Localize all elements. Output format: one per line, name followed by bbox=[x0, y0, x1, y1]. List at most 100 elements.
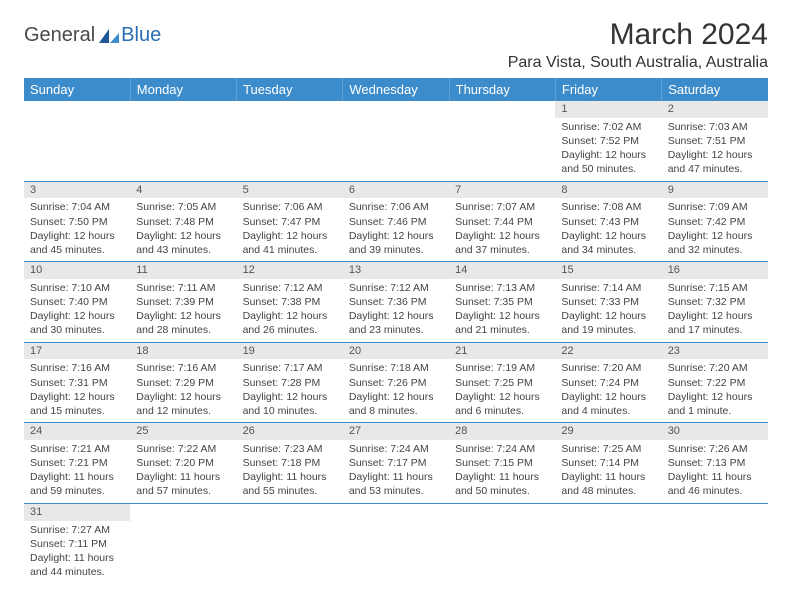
sunrise-text: Sunrise: 7:13 AM bbox=[455, 281, 549, 295]
sunset-text: Sunset: 7:24 PM bbox=[561, 376, 655, 390]
day-detail-cell bbox=[130, 521, 236, 584]
day-detail-cell bbox=[24, 118, 130, 181]
sunrise-text: Sunrise: 7:06 AM bbox=[349, 200, 443, 214]
daylight-text: Daylight: 11 hours and 55 minutes. bbox=[243, 470, 337, 498]
day-detail-row: Sunrise: 7:04 AMSunset: 7:50 PMDaylight:… bbox=[24, 198, 768, 261]
day-detail-cell: Sunrise: 7:12 AMSunset: 7:36 PMDaylight:… bbox=[343, 279, 449, 342]
daylight-text: Daylight: 12 hours and 28 minutes. bbox=[136, 309, 230, 337]
daylight-text: Daylight: 12 hours and 39 minutes. bbox=[349, 229, 443, 257]
logo-text-blue: Blue bbox=[121, 24, 161, 47]
sunset-text: Sunset: 7:33 PM bbox=[561, 295, 655, 309]
daylight-text: Daylight: 12 hours and 12 minutes. bbox=[136, 390, 230, 418]
day-number-cell: 11 bbox=[130, 262, 236, 279]
sunset-text: Sunset: 7:44 PM bbox=[455, 215, 549, 229]
sunrise-text: Sunrise: 7:12 AM bbox=[243, 281, 337, 295]
day-detail-cell: Sunrise: 7:09 AMSunset: 7:42 PMDaylight:… bbox=[662, 198, 768, 261]
day-number-cell bbox=[130, 503, 236, 520]
day-detail-cell: Sunrise: 7:06 AMSunset: 7:46 PMDaylight:… bbox=[343, 198, 449, 261]
day-detail-cell bbox=[343, 521, 449, 584]
calendar-table: Sunday Monday Tuesday Wednesday Thursday… bbox=[24, 78, 768, 583]
day-number-cell: 6 bbox=[343, 181, 449, 198]
weekday-header: Thursday bbox=[449, 78, 555, 101]
day-number-cell bbox=[24, 101, 130, 118]
sail-icon bbox=[97, 27, 121, 45]
day-number-cell bbox=[343, 503, 449, 520]
sunset-text: Sunset: 7:38 PM bbox=[243, 295, 337, 309]
day-number-cell bbox=[237, 503, 343, 520]
day-detail-row: Sunrise: 7:10 AMSunset: 7:40 PMDaylight:… bbox=[24, 279, 768, 342]
sunset-text: Sunset: 7:36 PM bbox=[349, 295, 443, 309]
sunset-text: Sunset: 7:22 PM bbox=[668, 376, 762, 390]
day-detail-cell: Sunrise: 7:06 AMSunset: 7:47 PMDaylight:… bbox=[237, 198, 343, 261]
sunset-text: Sunset: 7:28 PM bbox=[243, 376, 337, 390]
day-number-row: 3456789 bbox=[24, 181, 768, 198]
day-detail-row: Sunrise: 7:02 AMSunset: 7:52 PMDaylight:… bbox=[24, 118, 768, 181]
day-detail-cell: Sunrise: 7:14 AMSunset: 7:33 PMDaylight:… bbox=[555, 279, 661, 342]
day-detail-cell: Sunrise: 7:04 AMSunset: 7:50 PMDaylight:… bbox=[24, 198, 130, 261]
day-detail-cell: Sunrise: 7:17 AMSunset: 7:28 PMDaylight:… bbox=[237, 359, 343, 422]
weekday-header: Tuesday bbox=[237, 78, 343, 101]
sunset-text: Sunset: 7:43 PM bbox=[561, 215, 655, 229]
daylight-text: Daylight: 12 hours and 4 minutes. bbox=[561, 390, 655, 418]
day-number-cell: 16 bbox=[662, 262, 768, 279]
sunrise-text: Sunrise: 7:20 AM bbox=[668, 361, 762, 375]
day-number-cell: 10 bbox=[24, 262, 130, 279]
day-detail-cell: Sunrise: 7:07 AMSunset: 7:44 PMDaylight:… bbox=[449, 198, 555, 261]
day-number-cell: 31 bbox=[24, 503, 130, 520]
sunset-text: Sunset: 7:17 PM bbox=[349, 456, 443, 470]
sunrise-text: Sunrise: 7:15 AM bbox=[668, 281, 762, 295]
day-detail-row: Sunrise: 7:21 AMSunset: 7:21 PMDaylight:… bbox=[24, 440, 768, 503]
day-detail-cell: Sunrise: 7:13 AMSunset: 7:35 PMDaylight:… bbox=[449, 279, 555, 342]
calendar-body: 12Sunrise: 7:02 AMSunset: 7:52 PMDayligh… bbox=[24, 101, 768, 583]
sunrise-text: Sunrise: 7:24 AM bbox=[455, 442, 549, 456]
day-detail-cell: Sunrise: 7:26 AMSunset: 7:13 PMDaylight:… bbox=[662, 440, 768, 503]
daylight-text: Daylight: 12 hours and 15 minutes. bbox=[30, 390, 124, 418]
weekday-header: Monday bbox=[130, 78, 236, 101]
day-detail-cell: Sunrise: 7:19 AMSunset: 7:25 PMDaylight:… bbox=[449, 359, 555, 422]
sunset-text: Sunset: 7:29 PM bbox=[136, 376, 230, 390]
day-number-cell: 8 bbox=[555, 181, 661, 198]
day-number-cell: 24 bbox=[24, 423, 130, 440]
daylight-text: Daylight: 11 hours and 50 minutes. bbox=[455, 470, 549, 498]
day-detail-cell: Sunrise: 7:23 AMSunset: 7:18 PMDaylight:… bbox=[237, 440, 343, 503]
weekday-header: Sunday bbox=[24, 78, 130, 101]
sunset-text: Sunset: 7:11 PM bbox=[30, 537, 124, 551]
sunrise-text: Sunrise: 7:12 AM bbox=[349, 281, 443, 295]
sunrise-text: Sunrise: 7:25 AM bbox=[561, 442, 655, 456]
sunrise-text: Sunrise: 7:24 AM bbox=[349, 442, 443, 456]
sunset-text: Sunset: 7:14 PM bbox=[561, 456, 655, 470]
page-header: General Blue March 2024 Para Vista, Sout… bbox=[24, 18, 768, 72]
sunrise-text: Sunrise: 7:02 AM bbox=[561, 120, 655, 134]
sunrise-text: Sunrise: 7:09 AM bbox=[668, 200, 762, 214]
day-number-cell: 23 bbox=[662, 342, 768, 359]
sunrise-text: Sunrise: 7:08 AM bbox=[561, 200, 655, 214]
title-block: March 2024 Para Vista, South Australia, … bbox=[508, 18, 768, 72]
daylight-text: Daylight: 12 hours and 45 minutes. bbox=[30, 229, 124, 257]
day-number-cell: 13 bbox=[343, 262, 449, 279]
day-number-cell: 28 bbox=[449, 423, 555, 440]
day-number-row: 17181920212223 bbox=[24, 342, 768, 359]
sunset-text: Sunset: 7:39 PM bbox=[136, 295, 230, 309]
day-number-cell: 15 bbox=[555, 262, 661, 279]
sunset-text: Sunset: 7:42 PM bbox=[668, 215, 762, 229]
daylight-text: Daylight: 12 hours and 23 minutes. bbox=[349, 309, 443, 337]
day-detail-cell bbox=[237, 118, 343, 181]
sunrise-text: Sunrise: 7:07 AM bbox=[455, 200, 549, 214]
sunrise-text: Sunrise: 7:16 AM bbox=[136, 361, 230, 375]
daylight-text: Daylight: 12 hours and 37 minutes. bbox=[455, 229, 549, 257]
daylight-text: Daylight: 11 hours and 59 minutes. bbox=[30, 470, 124, 498]
daylight-text: Daylight: 12 hours and 1 minute. bbox=[668, 390, 762, 418]
day-number-row: 24252627282930 bbox=[24, 423, 768, 440]
daylight-text: Daylight: 12 hours and 21 minutes. bbox=[455, 309, 549, 337]
sunrise-text: Sunrise: 7:16 AM bbox=[30, 361, 124, 375]
sunrise-text: Sunrise: 7:05 AM bbox=[136, 200, 230, 214]
daylight-text: Daylight: 12 hours and 26 minutes. bbox=[243, 309, 337, 337]
daylight-text: Daylight: 11 hours and 48 minutes. bbox=[561, 470, 655, 498]
day-number-cell: 17 bbox=[24, 342, 130, 359]
sunset-text: Sunset: 7:31 PM bbox=[30, 376, 124, 390]
day-number-row: 31 bbox=[24, 503, 768, 520]
day-detail-cell: Sunrise: 7:08 AMSunset: 7:43 PMDaylight:… bbox=[555, 198, 661, 261]
logo-text-general: General bbox=[24, 24, 95, 47]
day-detail-cell: Sunrise: 7:03 AMSunset: 7:51 PMDaylight:… bbox=[662, 118, 768, 181]
day-detail-cell: Sunrise: 7:15 AMSunset: 7:32 PMDaylight:… bbox=[662, 279, 768, 342]
